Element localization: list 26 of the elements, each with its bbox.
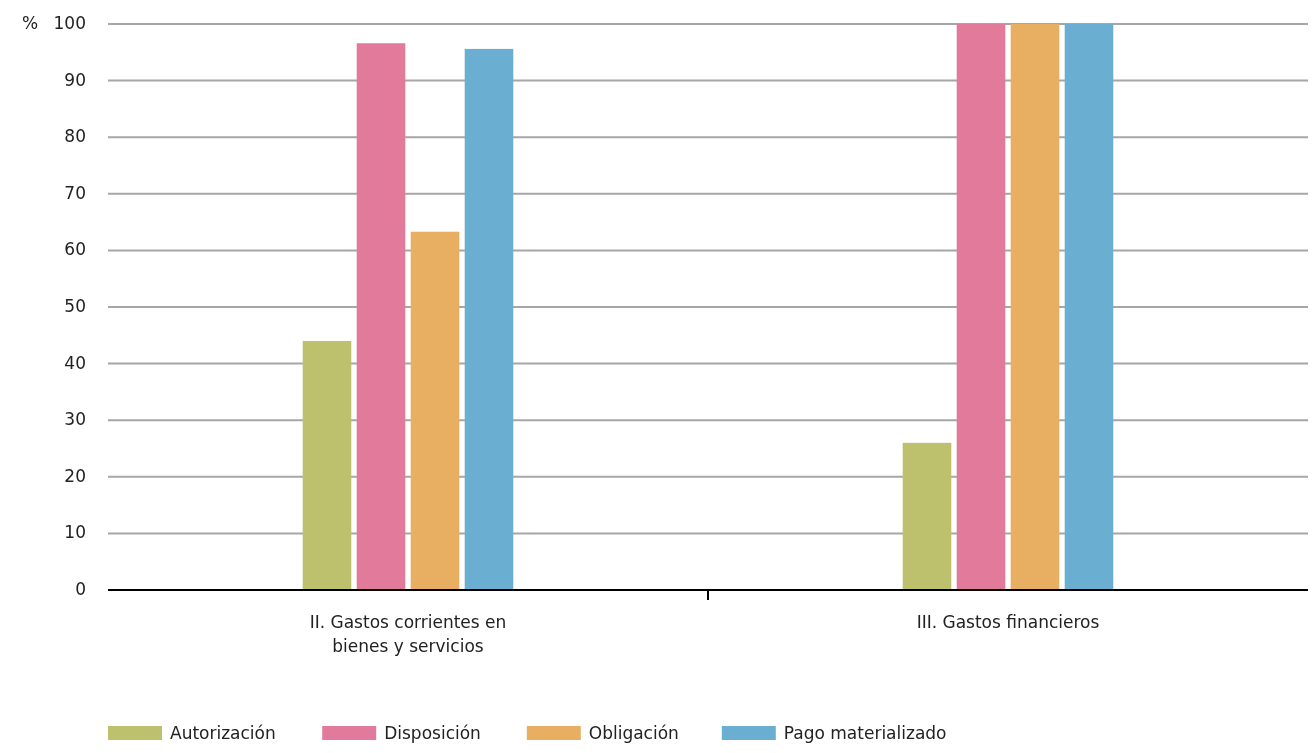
bar [464, 48, 514, 590]
bar [902, 442, 952, 590]
x-tick-label: II. Gastos corrientes en bienes y servicios [309, 612, 507, 656]
legend-label: Autorización [170, 723, 276, 743]
y-tick-label: 100 [53, 13, 86, 33]
y-tick-label: 70 [64, 182, 86, 203]
legend-label: Obligación [588, 723, 679, 743]
bar [410, 231, 460, 590]
legend-label: Pago materializado [783, 723, 947, 743]
bar [356, 43, 406, 590]
y-tick-label: 0 [75, 579, 86, 599]
y-tick-label: 30 [64, 409, 86, 430]
y-tick-label: 80 [64, 126, 86, 147]
y-tick-label: 20 [64, 465, 86, 486]
bar [302, 340, 352, 590]
x-tick-label: III. Gastos financieros [916, 612, 1100, 632]
y-tick-label: 40 [64, 352, 86, 373]
legend-label: Disposición [384, 723, 481, 743]
bar [956, 24, 1006, 590]
y-tick-label: 50 [64, 296, 86, 316]
bar [1064, 24, 1114, 590]
y-axis-title: % [22, 13, 39, 33]
y-tick-label: 60 [64, 239, 86, 260]
bar [1010, 24, 1060, 590]
y-tick-label: 10 [64, 522, 86, 543]
y-tick-label: 90 [64, 69, 86, 90]
